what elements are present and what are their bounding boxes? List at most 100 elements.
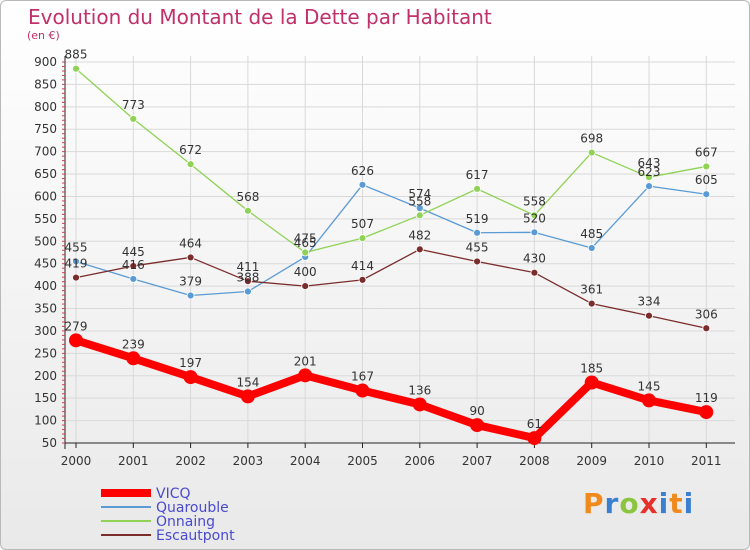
data-label: 388 <box>236 270 259 284</box>
data-point <box>587 148 596 157</box>
data-point <box>702 162 711 171</box>
data-point <box>702 324 711 333</box>
data-label: 698 <box>580 132 603 146</box>
x-tick-label: 2005 <box>347 454 378 468</box>
data-label: 605 <box>695 173 718 187</box>
data-point <box>240 389 255 404</box>
y-tick-label: 100 <box>34 414 57 428</box>
x-tick-label: 2000 <box>61 454 92 468</box>
data-point <box>243 287 252 296</box>
y-tick-label: 550 <box>34 212 57 226</box>
data-point <box>587 299 596 308</box>
y-tick-label: 500 <box>34 234 57 248</box>
x-tick-label: 2011 <box>691 454 722 468</box>
data-point <box>72 257 80 266</box>
data-label: 623 <box>638 165 661 179</box>
x-tick-label: 2008 <box>519 454 550 468</box>
logo-letter: x <box>639 487 659 520</box>
data-point <box>473 257 482 266</box>
data-point <box>301 248 310 257</box>
data-label: 520 <box>523 211 546 225</box>
x-tick-label: 2009 <box>576 454 607 468</box>
logo-letter: o <box>619 487 640 520</box>
data-label: 414 <box>351 259 374 273</box>
data-label: 465 <box>294 236 317 250</box>
data-label: 185 <box>580 361 603 375</box>
data-label: 568 <box>236 190 259 204</box>
data-point <box>645 173 653 182</box>
legend-label-vicq: VICQ <box>156 486 191 502</box>
data-point <box>358 275 367 284</box>
data-label: 197 <box>179 356 202 370</box>
x-tick-label: 2007 <box>462 454 493 468</box>
data-label: 419 <box>65 257 88 271</box>
legend-label-escautpont: Escautpont <box>156 528 235 544</box>
x-tick-label: 2001 <box>118 454 149 468</box>
data-label: 617 <box>466 168 489 182</box>
series-line-quarouble <box>75 184 707 297</box>
unit-label: (en €) <box>27 29 60 42</box>
x-tick-label: 2004 <box>290 454 321 468</box>
y-tick-label: 350 <box>34 302 57 316</box>
data-point <box>126 351 141 366</box>
data-label: 119 <box>695 391 718 405</box>
data-label: 411 <box>236 260 259 274</box>
y-tick-label: 650 <box>34 167 57 181</box>
x-tick-label: 2002 <box>175 454 206 468</box>
y-tick-label: 200 <box>34 369 57 383</box>
data-point <box>243 206 252 215</box>
data-label: 672 <box>179 143 202 157</box>
data-point <box>129 115 138 123</box>
y-tick-label: 800 <box>34 100 57 114</box>
data-point <box>415 211 424 220</box>
data-point <box>530 268 539 277</box>
data-point <box>587 244 596 252</box>
data-point <box>470 418 485 433</box>
data-label: 475 <box>294 232 317 246</box>
data-label: 885 <box>65 48 88 62</box>
y-tick-label: 450 <box>34 257 57 271</box>
series-line-escautpont <box>75 248 707 329</box>
data-point <box>473 184 482 193</box>
data-label: 279 <box>65 319 88 333</box>
x-tick-label: 2003 <box>233 454 264 468</box>
series-line-vicq <box>72 336 711 443</box>
legend-label-onnaing: Onnaing <box>156 514 215 530</box>
data-point <box>530 211 539 220</box>
data-point <box>72 64 80 73</box>
data-label: 61 <box>527 417 542 431</box>
data-point <box>72 273 80 282</box>
data-point <box>69 333 83 348</box>
series-line-onnaing <box>75 68 707 254</box>
y-tick-label: 400 <box>34 279 57 293</box>
y-tick-label: 50 <box>42 436 57 450</box>
logo-letter: i <box>658 487 670 520</box>
y-tick-label: 150 <box>34 391 57 405</box>
data-label: 445 <box>122 245 145 259</box>
data-label: 643 <box>638 156 661 170</box>
data-label: 361 <box>580 283 603 297</box>
data-point <box>412 397 427 412</box>
data-label: 145 <box>638 379 661 393</box>
y-tick-label: 700 <box>34 145 57 159</box>
data-point <box>301 282 310 291</box>
data-label: 167 <box>351 370 374 384</box>
data-label: 430 <box>523 252 546 266</box>
data-point <box>527 431 542 446</box>
data-label: 464 <box>179 236 202 250</box>
y-tick-label: 300 <box>34 324 57 338</box>
data-label: 773 <box>122 98 145 112</box>
data-label: 90 <box>469 404 484 418</box>
y-tick-label: 600 <box>34 189 57 203</box>
data-point <box>243 277 252 286</box>
data-label: 667 <box>695 145 718 159</box>
data-label: 574 <box>408 187 431 201</box>
data-point <box>699 405 714 420</box>
data-point <box>186 253 195 262</box>
data-point <box>530 228 539 237</box>
data-label: 455 <box>466 240 489 254</box>
chart-title: Evolution du Montant de la Dette par Hab… <box>28 5 492 29</box>
data-label: 485 <box>580 227 603 241</box>
data-label: 507 <box>351 217 374 231</box>
